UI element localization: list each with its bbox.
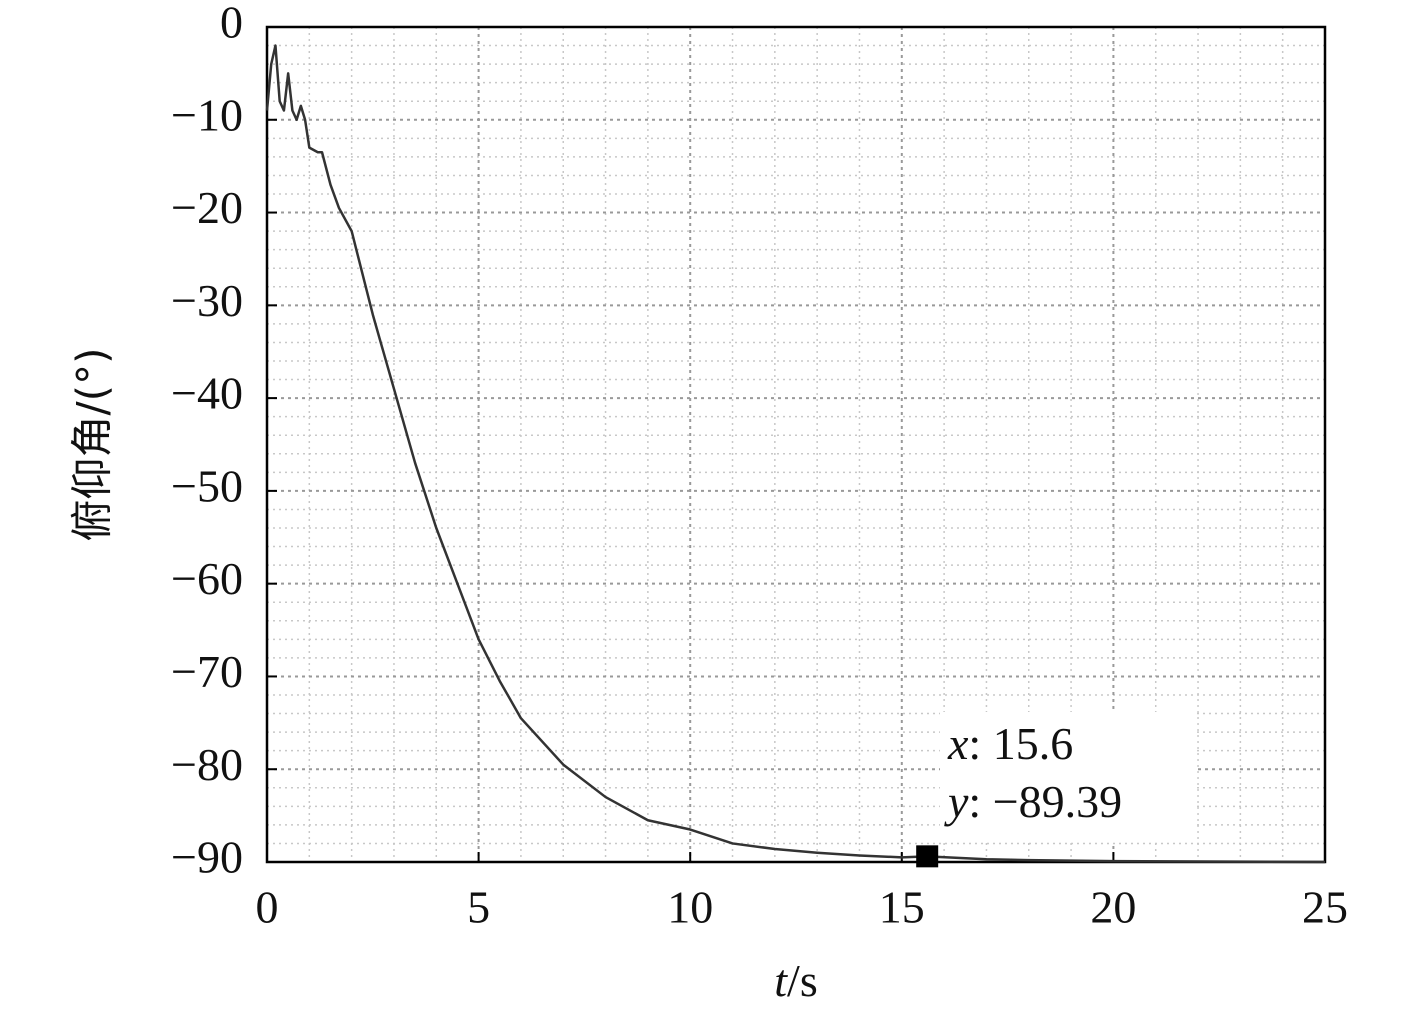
data-line: [265, 44, 1326, 864]
x-axis-label: t/s: [774, 955, 817, 1006]
x-tick-label: 5: [467, 882, 490, 933]
datatip-label: y: −89.39: [944, 776, 1122, 827]
datatip-marker: [916, 845, 939, 868]
y-tick-label: −70: [171, 646, 243, 697]
y-tick-label: −60: [171, 553, 243, 604]
y-tick-label: −50: [171, 460, 243, 511]
x-tick-label: 0: [256, 882, 279, 933]
x-tick-label: 15: [879, 882, 925, 933]
y-tick-label: 0: [220, 0, 243, 48]
x-tick-label: 25: [1302, 882, 1348, 933]
y-axis-label: 俯仰角/(°): [68, 348, 117, 542]
y-tick-label: −90: [171, 832, 243, 883]
x-tick-label: 20: [1090, 882, 1136, 933]
y-tick-label: −40: [171, 368, 243, 419]
y-tick-label: −30: [171, 275, 243, 326]
x-tick-label: 10: [667, 882, 713, 933]
plot-frame: [265, 25, 1327, 864]
datatip-box: [940, 712, 1195, 842]
y-tick-label: −80: [171, 739, 243, 790]
y-tick-label: −10: [171, 89, 243, 140]
datatip-label: x: 15.6: [947, 718, 1073, 769]
y-tick-label: −20: [171, 182, 243, 233]
